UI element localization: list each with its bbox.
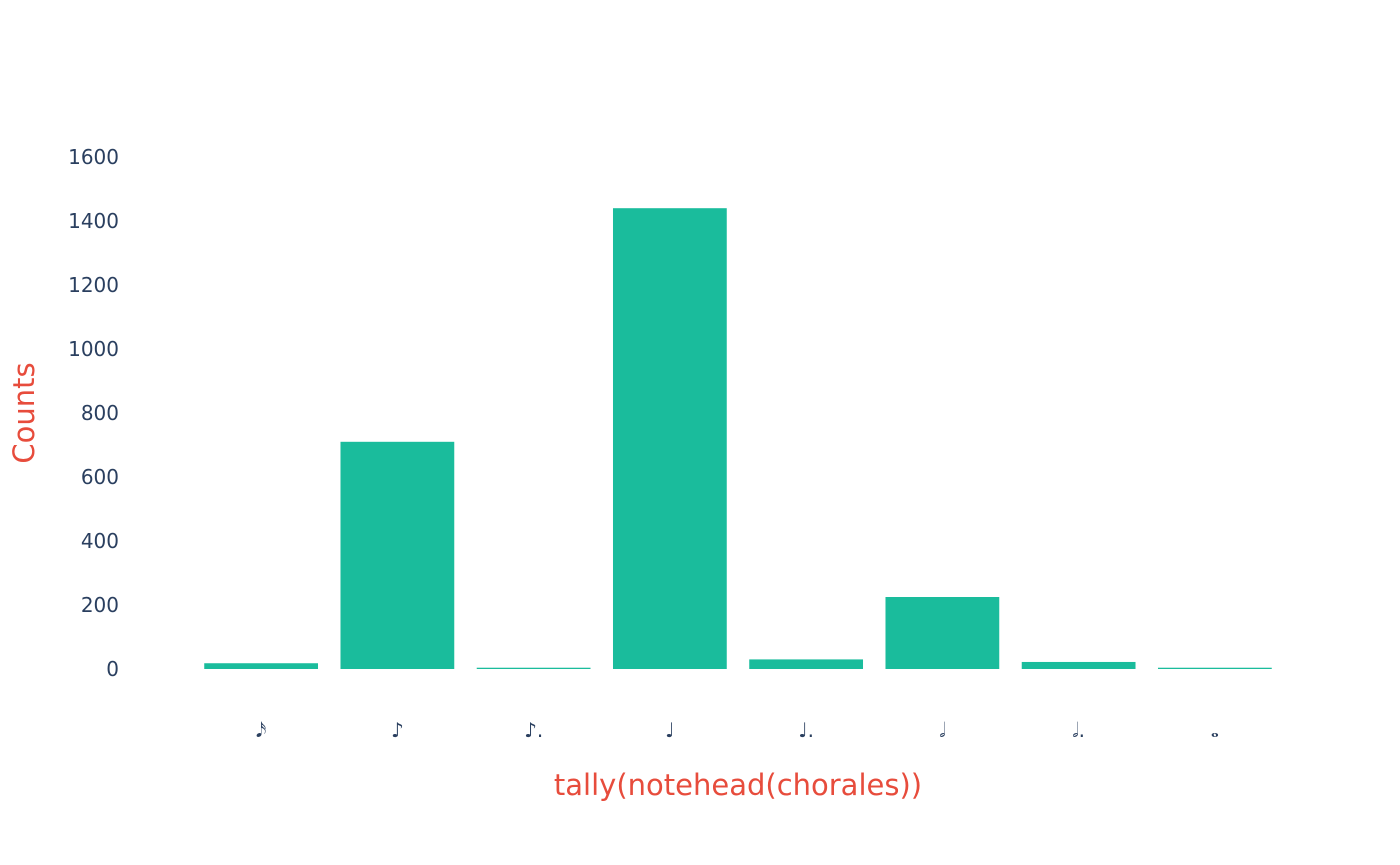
x-tick-label: 𝅗𝅥. bbox=[1072, 718, 1085, 742]
bar bbox=[885, 597, 1000, 669]
y-tick-label: 1600 bbox=[68, 145, 119, 169]
y-tick-label: 1400 bbox=[68, 209, 119, 233]
bar bbox=[476, 667, 591, 669]
y-tick-label: 1200 bbox=[68, 273, 119, 297]
bar bbox=[612, 208, 727, 669]
bar bbox=[1157, 667, 1272, 669]
y-tick-label: 400 bbox=[81, 529, 119, 553]
y-tick-label: 600 bbox=[81, 465, 119, 489]
y-tick-label: 200 bbox=[81, 593, 119, 617]
x-tick-label: 𝅝 bbox=[1211, 718, 1219, 742]
bars bbox=[204, 208, 1272, 669]
x-tick-label: 𝅗𝅥 bbox=[939, 718, 945, 742]
bar bbox=[749, 659, 864, 669]
x-tick-label: ♪ bbox=[391, 718, 404, 742]
x-tick-label: ♪. bbox=[524, 718, 543, 742]
y-tick-label: 1000 bbox=[68, 337, 119, 361]
bar bbox=[204, 663, 319, 669]
y-tick-label: 800 bbox=[81, 401, 119, 425]
bar bbox=[1021, 661, 1136, 669]
x-axis-title: tally(notehead(chorales)) bbox=[554, 768, 922, 802]
y-tick-label: 0 bbox=[106, 657, 119, 681]
x-tick-label: ♩ bbox=[665, 718, 674, 742]
x-axis-ticks: 𝅘𝅥𝅯 ♪ ♪. ♩ ♩. 𝅗𝅥 𝅗𝅥. 𝅝 bbox=[256, 718, 1219, 742]
y-axis-ticks: 0 200 400 600 800 1000 1200 1400 1600 bbox=[68, 145, 119, 681]
x-tick-label: ♩. bbox=[798, 718, 814, 742]
x-tick-label: 𝅘𝅥𝅯 bbox=[256, 718, 266, 742]
y-axis-title: Counts bbox=[7, 362, 41, 463]
bar bbox=[340, 441, 455, 669]
